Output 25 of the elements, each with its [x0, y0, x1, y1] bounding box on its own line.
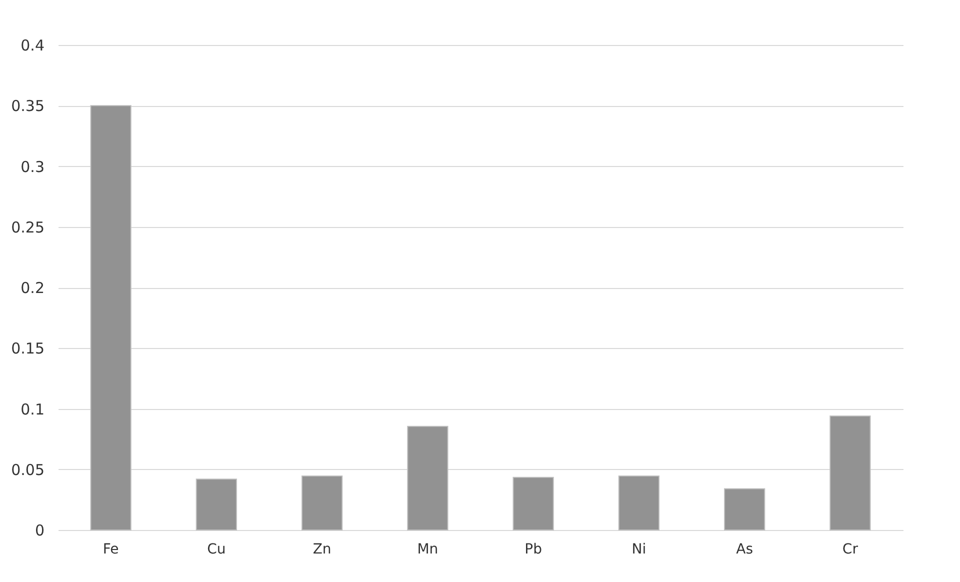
x-tick-label: Cu — [207, 542, 226, 558]
x-tick-label: Mn — [417, 542, 438, 558]
bar — [724, 488, 766, 530]
bar — [90, 105, 132, 530]
bar — [407, 426, 448, 530]
bar — [830, 416, 871, 530]
y-tick-label: 0 — [34, 522, 44, 540]
x-tick-label: Ni — [632, 542, 646, 558]
y-tick-label: 0.1 — [20, 400, 44, 418]
y-tick-label: 0.4 — [20, 36, 44, 54]
y-tick-label: 0.35 — [11, 97, 44, 116]
y-tick-label: 0.25 — [11, 218, 44, 236]
y-tick-label: 0.2 — [20, 279, 44, 297]
x-tick-label: As — [736, 542, 753, 558]
y-tick-label: 0.05 — [11, 460, 44, 479]
bar — [512, 476, 554, 530]
y-tick-label: 0.3 — [20, 158, 44, 176]
bar — [196, 478, 238, 530]
x-tick-label: Zn — [312, 542, 332, 558]
bar — [618, 476, 660, 530]
bar — [301, 476, 343, 530]
x-tick-label: Cr — [842, 542, 858, 558]
x-tick-label: Pb — [524, 542, 542, 558]
y-tick-label: 0.15 — [11, 340, 44, 358]
x-tick-label: Fe — [102, 542, 119, 558]
